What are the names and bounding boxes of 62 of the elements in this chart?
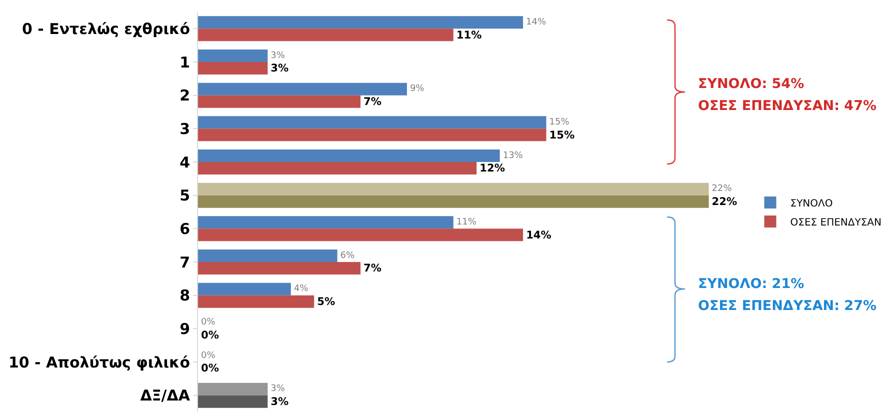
data-label: 14% <box>526 229 552 242</box>
y-tick-label: 5 <box>180 186 190 205</box>
data-label: 6% <box>340 250 356 261</box>
data-label: 0% <box>201 362 220 375</box>
data-label: 3% <box>270 396 290 408</box>
bar <box>198 150 500 162</box>
data-label: 11% <box>456 217 477 228</box>
legend-label: ΣΥΝΟΛΟ <box>790 198 833 210</box>
bar <box>198 128 546 142</box>
y-tick-label: 8 <box>180 286 190 305</box>
bar <box>198 50 268 62</box>
data-label: 14% <box>526 17 546 28</box>
data-label: 3% <box>270 62 290 75</box>
data-label: 3% <box>270 50 286 61</box>
y-tick-label: 10 - Απολύτως φιλικό <box>8 353 190 372</box>
annotation: ΣΥΝΟΛΟ: 54% <box>698 76 805 92</box>
data-label: 4% <box>294 284 309 294</box>
bar <box>198 82 407 96</box>
bar <box>198 250 338 262</box>
y-tick-label: 0 - Εντελώς εχθρικό <box>22 20 190 38</box>
data-label: 0% <box>201 350 216 361</box>
data-label: 0% <box>201 317 216 328</box>
bar <box>198 262 361 274</box>
data-label: 7% <box>364 262 382 275</box>
bar <box>198 382 268 396</box>
bar <box>198 295 314 308</box>
y-tick-label: 2 <box>180 86 190 105</box>
bar <box>198 282 291 296</box>
data-label: 9% <box>410 84 425 94</box>
y-tick-label: ΔΞ/ΔΑ <box>140 386 190 405</box>
data-label: 22% <box>712 196 738 208</box>
bar <box>198 228 524 242</box>
y-tick-label: 3 <box>180 120 190 138</box>
data-label: 5% <box>317 296 336 308</box>
y-tick-label: 9 <box>180 320 190 338</box>
bar <box>198 116 546 129</box>
data-label: 0% <box>201 329 220 342</box>
bar <box>198 95 361 108</box>
annotation: ΟΣΕΣ ΕΠΕΝΔΥΣΑΝ: 27% <box>698 298 877 314</box>
bar <box>198 195 709 208</box>
y-tick-label: 7 <box>180 253 190 272</box>
data-label: 7% <box>364 96 382 108</box>
bar <box>198 162 477 174</box>
annotation: ΟΣΕΣ ΕΠΕΝΔΥΣΑΝ: 47% <box>698 98 877 114</box>
y-tick-label: 6 <box>180 220 190 238</box>
data-label: 22% <box>712 184 732 194</box>
bar <box>198 395 268 408</box>
y-tick-label: 1 <box>180 53 190 72</box>
data-label: 3% <box>270 384 286 394</box>
data-label: 11% <box>456 29 482 42</box>
bar <box>198 62 268 74</box>
bar <box>198 16 524 29</box>
data-label: 13% <box>502 150 524 161</box>
bar <box>198 28 454 42</box>
annotation: ΣΥΝΟΛΟ: 21% <box>698 276 805 292</box>
y-tick-label: 4 <box>180 153 190 172</box>
bar <box>198 182 709 196</box>
legend-label: ΟΣΕΣ ΕΠΕΝΔΥΣΑΝ <box>790 217 882 228</box>
data-label: 15% <box>549 117 570 128</box>
data-label: 15% <box>549 129 575 142</box>
bar <box>198 216 454 229</box>
data-label: 12% <box>480 162 506 175</box>
